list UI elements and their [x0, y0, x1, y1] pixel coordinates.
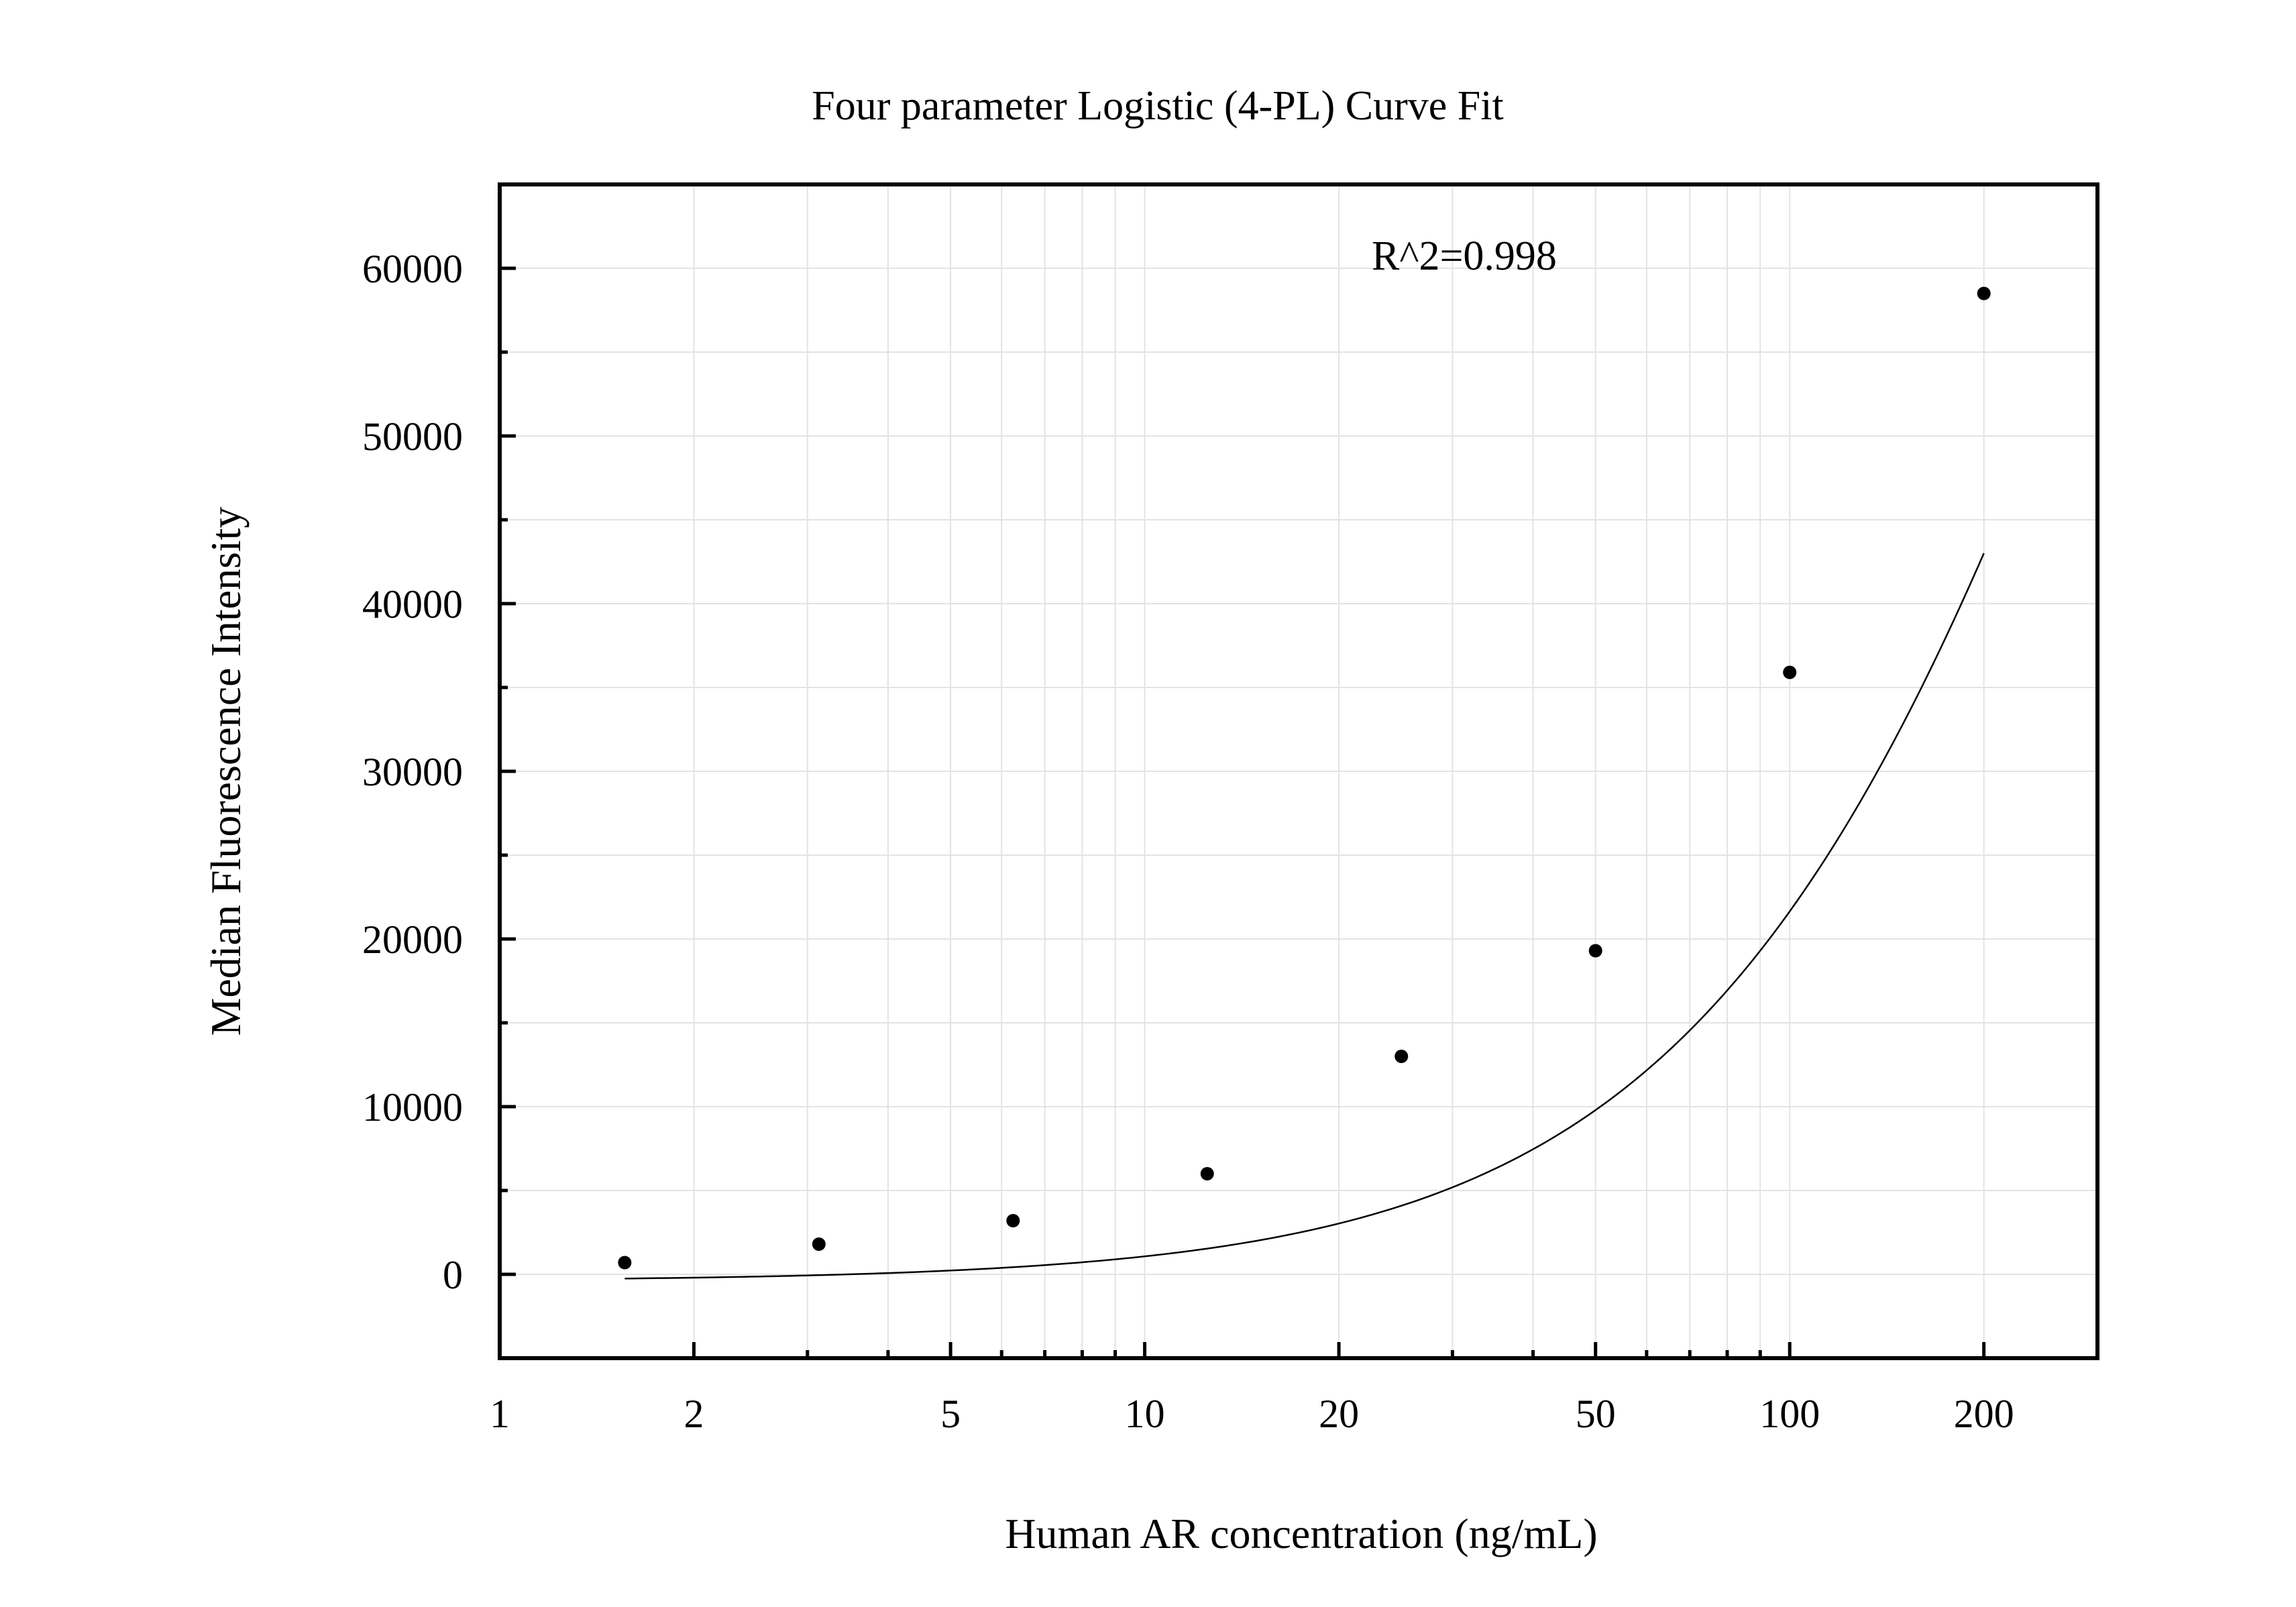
y-tick-label: 30000 — [362, 750, 463, 794]
y-axis-label: Median Fluorescence Intensity — [202, 506, 250, 1036]
y-tick-label: 0 — [443, 1253, 463, 1297]
y-tick-label: 40000 — [362, 582, 463, 626]
r-squared-annotation: R^2=0.998 — [1372, 233, 1557, 279]
y-tick-label: 50000 — [362, 414, 463, 459]
data-point — [1588, 944, 1602, 958]
data-point — [1395, 1050, 1409, 1063]
x-tick-label: 50 — [1576, 1392, 1616, 1436]
x-tick-label: 100 — [1759, 1392, 1820, 1436]
data-point — [1977, 286, 1991, 300]
chart-title: Four parameter Logistic (4-PL) Curve Fit — [812, 83, 1503, 129]
x-tick-label: 2 — [684, 1392, 704, 1436]
x-tick-label: 5 — [940, 1392, 961, 1436]
tick-label-layer: 1 2 5 10 20 50 100 200 0 10000 20000 30000 40000 5000… — [362, 247, 2014, 1436]
major-tick-layer — [498, 266, 1986, 1358]
data-point — [1006, 1214, 1020, 1227]
data-point — [618, 1256, 632, 1270]
grid-layer — [500, 184, 2098, 1358]
y-tick-label: 10000 — [362, 1085, 463, 1129]
x-tick-label: 20 — [1319, 1392, 1359, 1436]
plot-frame — [498, 182, 2099, 1360]
x-tick-label: 1 — [490, 1392, 510, 1436]
y-tick-label: 20000 — [362, 918, 463, 962]
data-point — [1200, 1167, 1214, 1180]
data-point — [1783, 665, 1797, 679]
point-layer — [618, 286, 1991, 1270]
x-axis-label: Human AR concentration (ng/mL) — [1005, 1510, 1597, 1557]
x-tick-label: 200 — [1954, 1392, 2014, 1436]
fit-curve — [624, 553, 1985, 1280]
x-tick-label: 10 — [1125, 1392, 1165, 1436]
y-tick-label: 60000 — [362, 247, 463, 291]
data-point — [812, 1237, 826, 1251]
